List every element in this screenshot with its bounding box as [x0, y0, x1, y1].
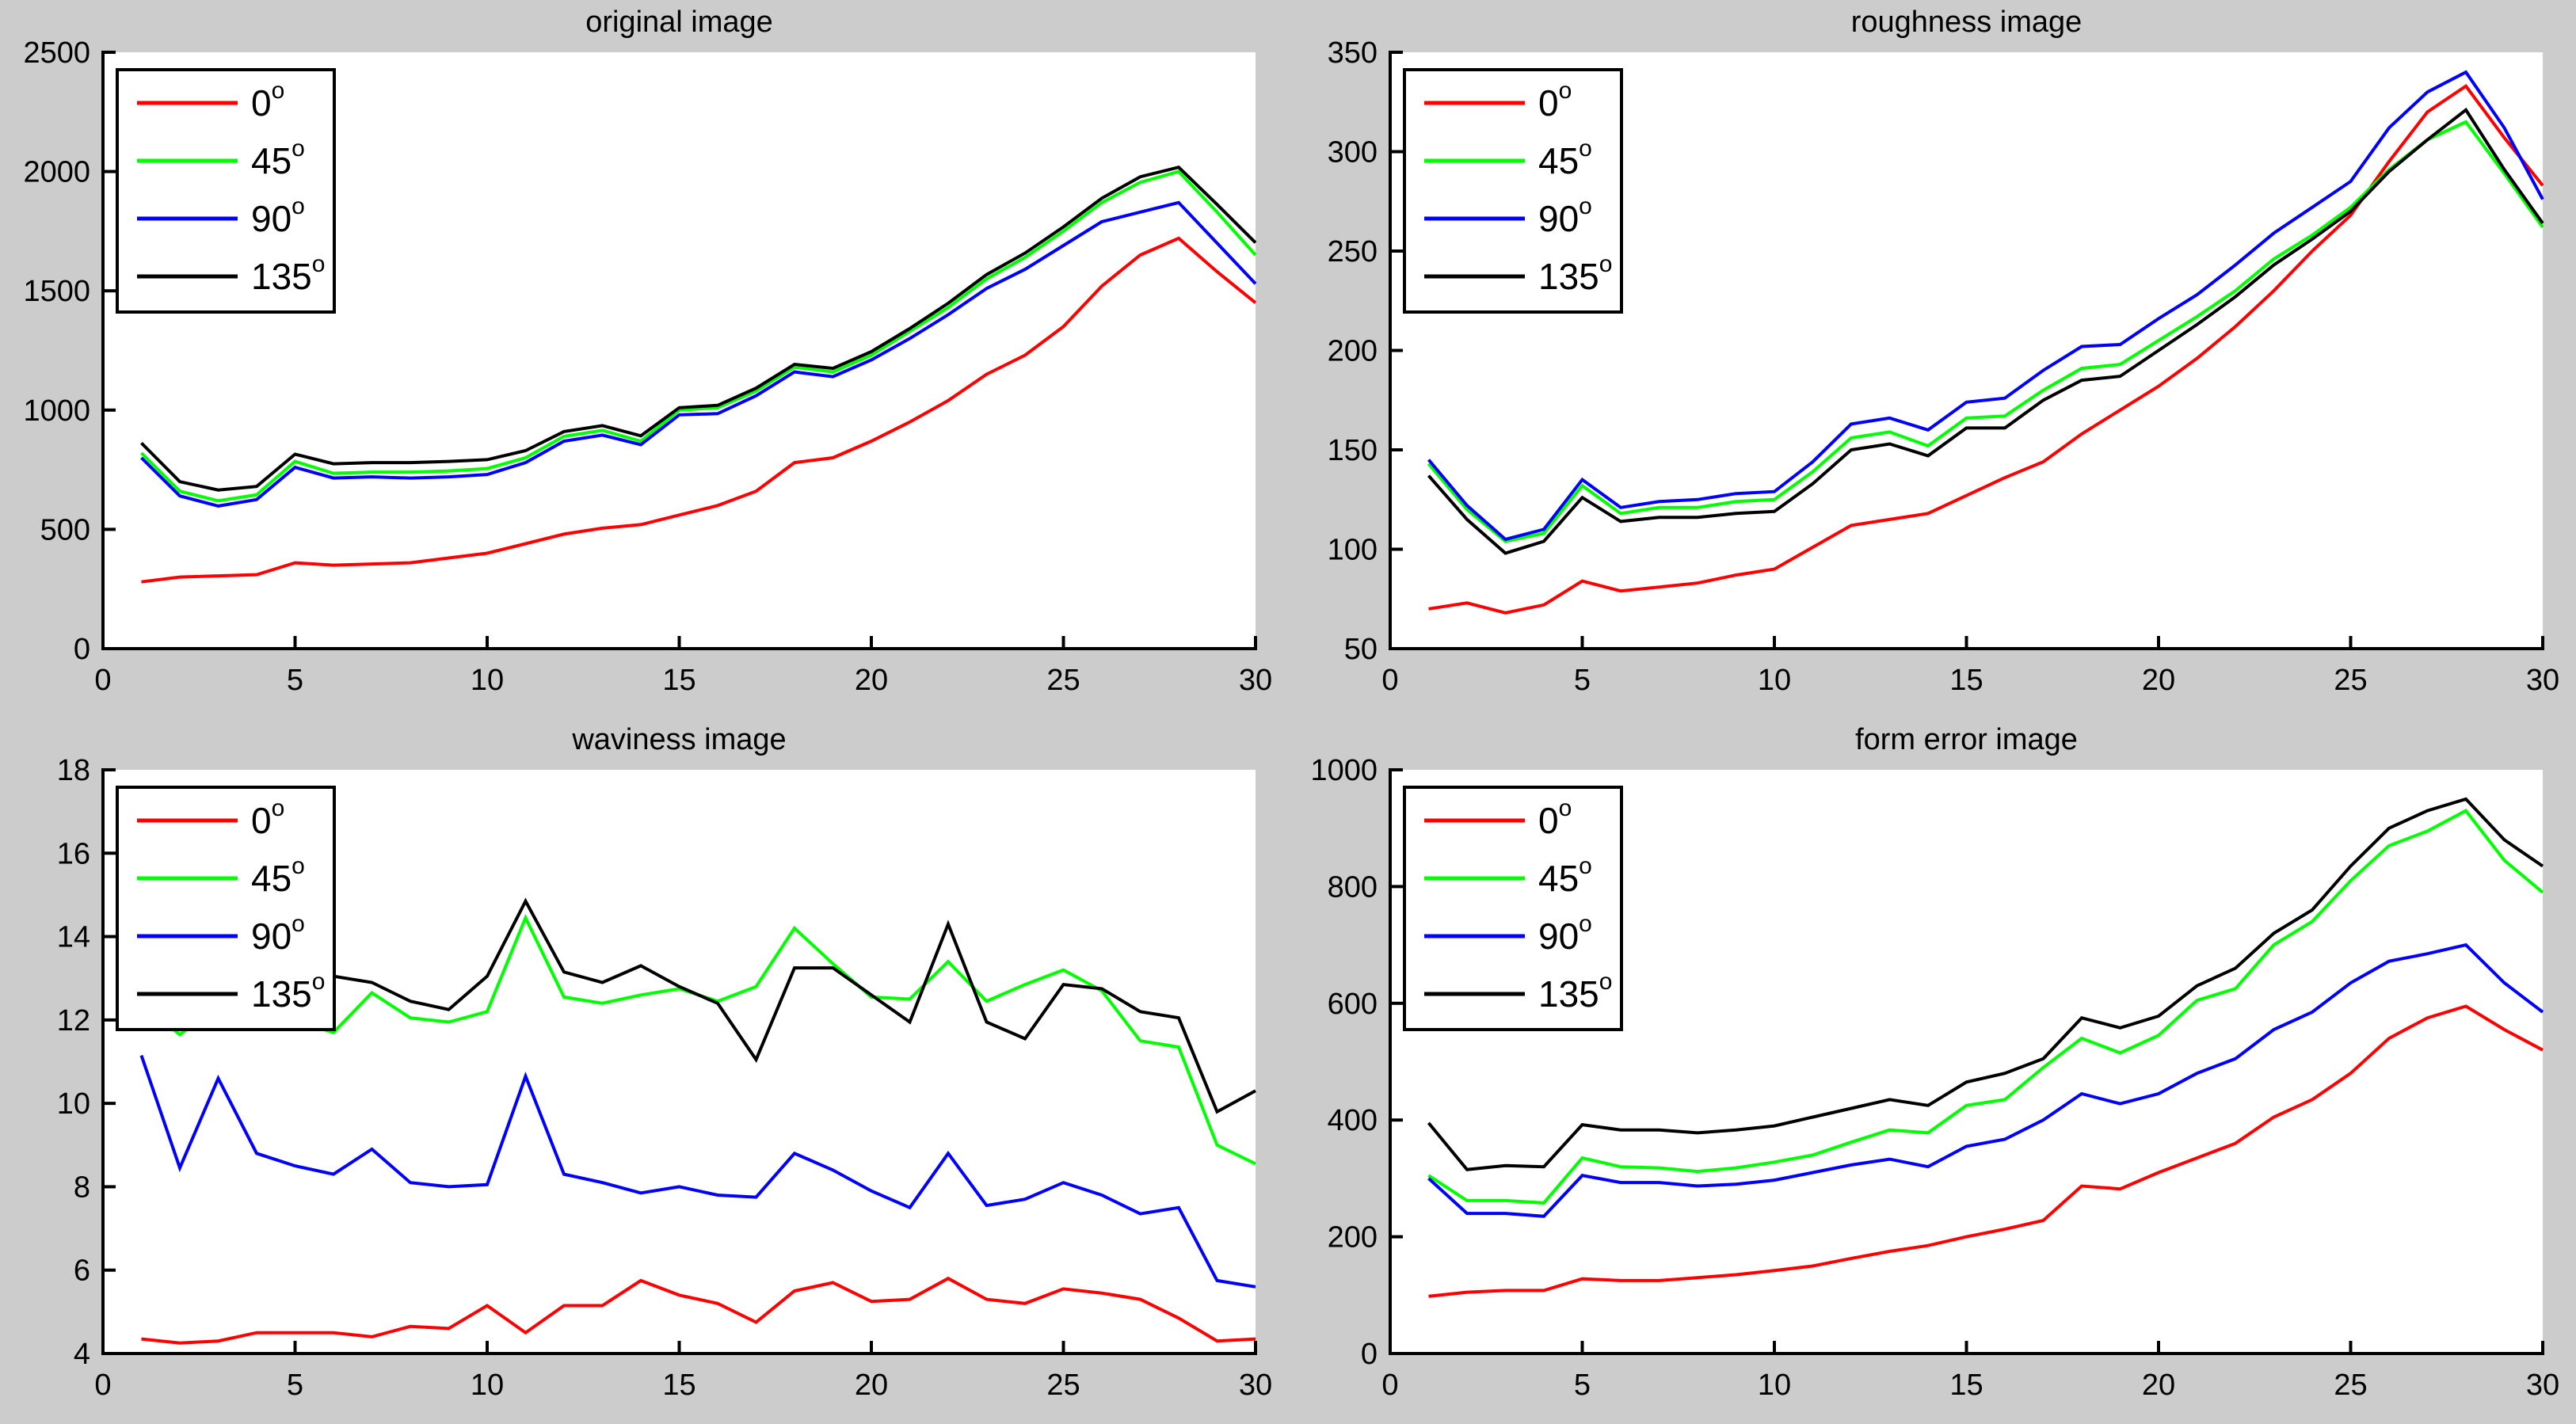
x-tick-label: 5	[287, 664, 303, 697]
legend-label-0deg: 0o	[251, 795, 284, 841]
chart-title-form-error: form error image	[1855, 723, 2078, 756]
legend-box	[116, 68, 336, 314]
y-tick-label: 0	[1361, 1338, 1378, 1371]
x-tick-label: 10	[1758, 1369, 1791, 1402]
subplot-form-error-image: 0 200 400 600 800 1000 0 5 10 15 20 25 30 0o 45o 90o 135…	[1288, 712, 2576, 1424]
chart-title-waviness: waviness image	[572, 723, 787, 756]
x-tick-label: 15	[1949, 664, 1983, 697]
y-tick-label: 2500	[23, 36, 90, 70]
y-tick-label: 300	[1328, 136, 1378, 169]
x-tick-label: 5	[287, 1369, 303, 1402]
chart-title-original: original image	[585, 6, 773, 39]
y-tick-label: 1500	[23, 275, 90, 308]
y-tick-label: 4	[74, 1338, 90, 1371]
series-line-135deg	[140, 165, 1257, 492]
x-tick-label: 20	[855, 664, 888, 697]
x-tick-label: 15	[662, 1369, 695, 1402]
y-tick-label: 600	[1328, 988, 1378, 1021]
y-tick-label: 200	[1328, 1221, 1378, 1255]
legend-box	[116, 786, 336, 1031]
y-tick-label: 10	[57, 1087, 90, 1121]
chart-title-roughness: roughness image	[1850, 6, 2083, 39]
chart-canvas-form-error: 0 200 400 600 800 1000 0 5 10 15 20 25 30 0o45o90o135…	[1310, 754, 2559, 1402]
y-tick-label: 16	[57, 837, 90, 870]
series-line-0deg	[1428, 1004, 2544, 1298]
y-tick-label: 200	[1328, 335, 1378, 368]
x-tick-label: 30	[2526, 1369, 2559, 1402]
x-tick-label: 10	[471, 1369, 504, 1402]
y-tick-label: 14	[57, 921, 90, 954]
y-tick-label: 250	[1328, 235, 1378, 268]
x-tick-label: 25	[1046, 664, 1080, 697]
x-tick-label: 10	[471, 664, 504, 697]
x-tick-label: 15	[662, 664, 695, 697]
x-tick-label: 15	[1949, 1369, 1983, 1402]
y-tick-label: 50	[1344, 633, 1378, 666]
y-tick-label: 400	[1328, 1104, 1378, 1137]
y-tick-label: 18	[57, 754, 90, 787]
x-tick-label: 30	[1239, 1369, 1272, 1402]
series-line-90deg	[1427, 70, 2544, 542]
legend-label-0deg: 0o	[1538, 78, 1572, 124]
x-tick-label: 20	[855, 1369, 888, 1402]
y-tick-label: 6	[74, 1255, 90, 1288]
series-line-45deg	[1427, 120, 2544, 543]
legend-box	[1403, 786, 1623, 1031]
series-line-45deg	[1427, 809, 2544, 1205]
series-line-0deg	[141, 236, 1257, 584]
x-tick-label: 5	[1574, 1369, 1591, 1402]
y-tick-label: 100	[1328, 534, 1378, 567]
legend-label-90deg: 90o	[251, 193, 305, 239]
x-tick-label: 20	[2142, 664, 2175, 697]
x-tick-label: 25	[1046, 1369, 1080, 1402]
y-tick-label: 8	[74, 1171, 90, 1204]
series-line-135deg	[1427, 797, 2544, 1171]
x-tick-label: 30	[1239, 664, 1272, 697]
y-tick-label: 0	[74, 633, 90, 666]
x-tick-label: 10	[1758, 664, 1791, 697]
x-tick-label: 0	[1381, 1369, 1398, 1402]
x-tick-label: 0	[94, 1369, 111, 1402]
x-tick-label: 25	[2334, 1369, 2367, 1402]
series-line-135deg	[1427, 107, 2544, 555]
x-tick-label: 0	[94, 664, 111, 697]
series-line-0deg	[141, 1276, 1256, 1345]
y-tick-label: 800	[1328, 870, 1378, 904]
subplot-waviness-image: 4 6 8 10 12 14 16 18 0 5 10 15 20 25 30 0o 45o 90o 135o wa…	[0, 712, 1288, 1424]
subplot-roughness-image: 50 100 150 200 250 300 350 0 5 10 15 20 25 30 0o 45o 90o…	[1288, 0, 2576, 712]
y-tick-label: 2000	[23, 156, 90, 189]
y-tick-label: 500	[40, 513, 90, 546]
x-tick-label: 0	[1381, 664, 1398, 697]
subplot-original-image: 0 500 1000 1500 2000 2500 0 5 10 15 20 25 30 0o 45o 90o…	[0, 0, 1288, 712]
x-tick-label: 30	[2526, 664, 2559, 697]
x-tick-label: 5	[1574, 664, 1591, 697]
legend-box	[1403, 68, 1623, 314]
y-tick-label: 350	[1328, 36, 1378, 70]
x-tick-label: 25	[2334, 664, 2367, 697]
legend-label-135deg: 135o	[1538, 251, 1612, 297]
y-tick-label: 12	[57, 1004, 90, 1038]
series-line-90deg	[139, 1054, 1256, 1289]
y-tick-label: 1000	[23, 394, 90, 428]
series-line-90deg	[1427, 942, 2544, 1218]
y-tick-label: 1000	[1310, 754, 1378, 787]
x-tick-label: 20	[2142, 1369, 2175, 1402]
chart-canvas-original: 0 500 1000 1500 2000 2500 0 5 10 15 20 25 30 0o45o90o…	[23, 36, 1272, 697]
series-line-90deg	[140, 200, 1257, 508]
y-tick-label: 150	[1328, 434, 1378, 467]
series-line-45deg	[140, 169, 1257, 503]
